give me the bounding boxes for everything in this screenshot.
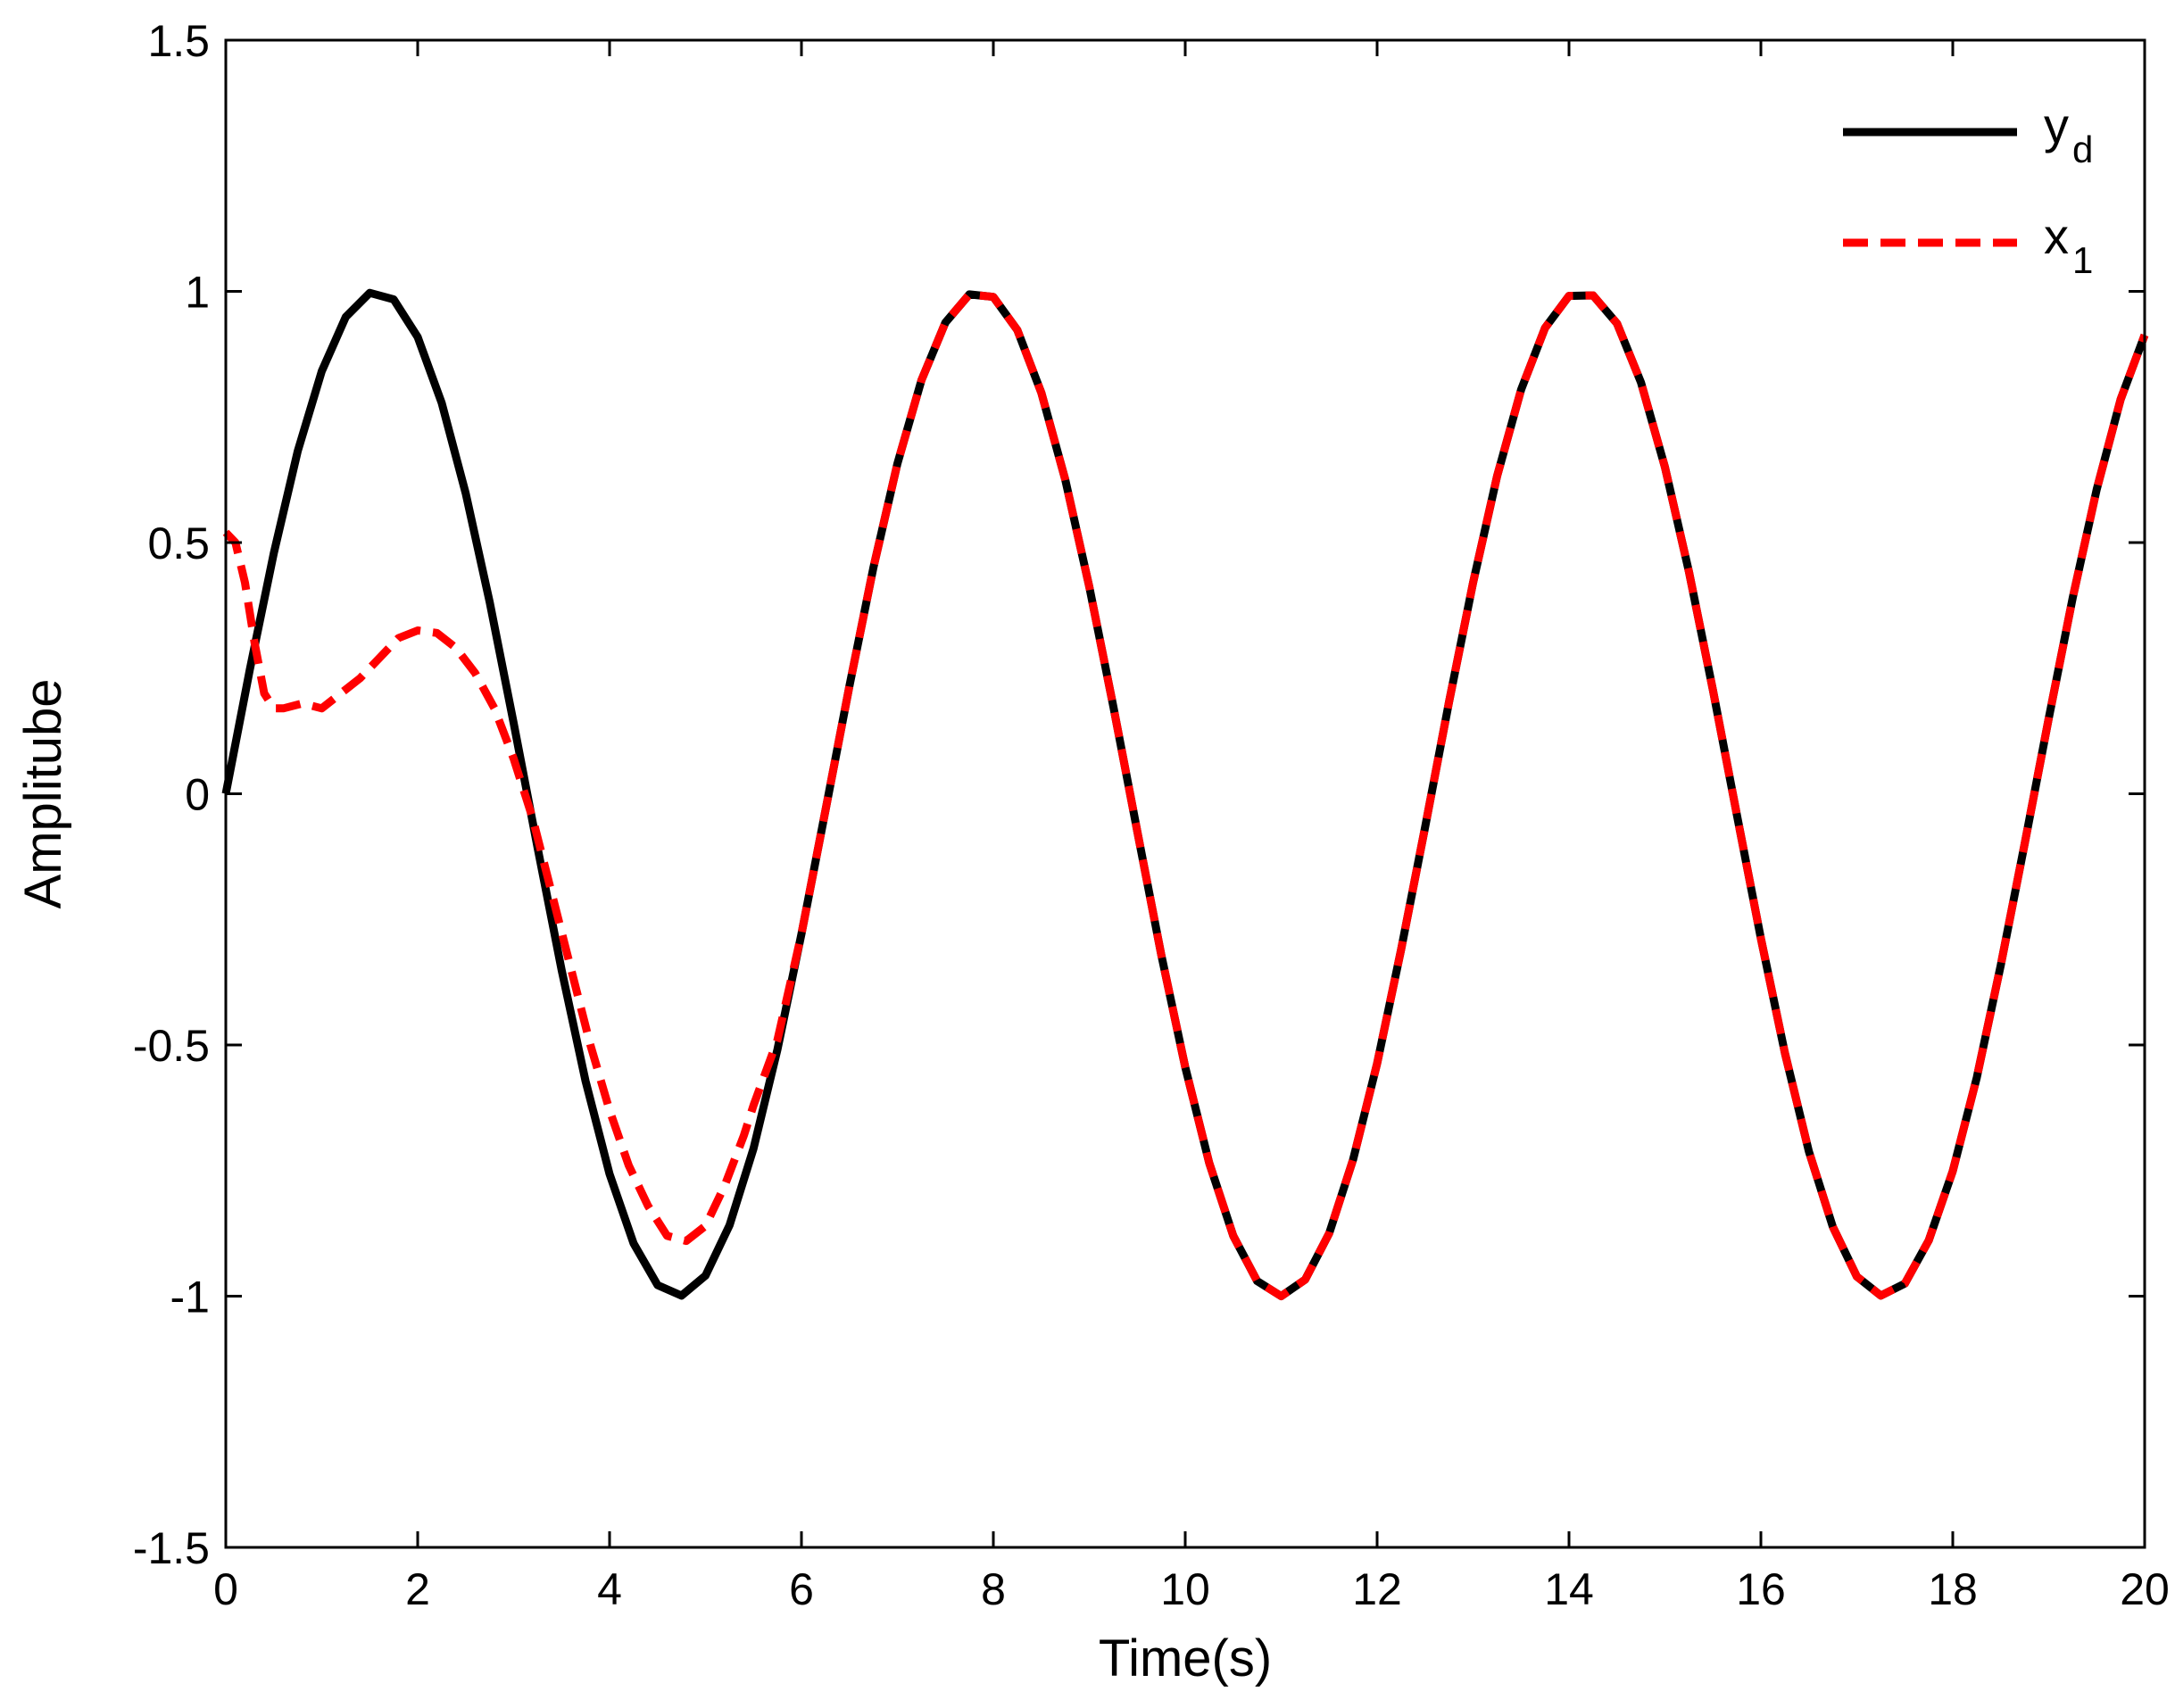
x-tick-label: 12 bbox=[1352, 1564, 1402, 1614]
x-tick-label: 8 bbox=[981, 1564, 1006, 1614]
y-tick-label: -1 bbox=[170, 1273, 210, 1322]
x-tick-label: 2 bbox=[405, 1564, 430, 1614]
plot-area bbox=[221, 288, 2149, 1300]
x-tick-label: 20 bbox=[2120, 1564, 2170, 1614]
y-axis-label: Amplitube bbox=[14, 679, 72, 909]
x-axis-label: Time(s) bbox=[1099, 1629, 1272, 1687]
y-tick-label: -1.5 bbox=[133, 1523, 210, 1573]
legend-label-y-d: yd bbox=[2044, 97, 2093, 170]
legend-label-x-1: x1 bbox=[2044, 208, 2093, 281]
y-tick-label: 0 bbox=[185, 770, 210, 820]
y-tick-label: 1 bbox=[185, 268, 210, 318]
series-line-x-1 bbox=[222, 290, 2149, 1300]
legend: yd x1 bbox=[1843, 97, 2093, 281]
axes: 0 2 4 6 8 10 12 14 16 18 20 -1.5 -1 -0.5 0 0.5 1 1.5 bbox=[133, 16, 2170, 1614]
y-tick-label: -0.5 bbox=[133, 1021, 210, 1071]
x-tick-label: 18 bbox=[1928, 1564, 1978, 1614]
x-tick-label: 16 bbox=[1736, 1564, 1786, 1614]
y-tick-label: 1.5 bbox=[147, 16, 210, 66]
x-tick-label: 0 bbox=[213, 1564, 238, 1614]
x-tick-label: 6 bbox=[789, 1564, 814, 1614]
x-tick-label: 14 bbox=[1544, 1564, 1594, 1614]
axes-frame bbox=[224, 38, 2146, 1549]
x-tick-label: 4 bbox=[597, 1564, 622, 1614]
y-tick-label: 0.5 bbox=[147, 518, 210, 568]
series-line-y-d bbox=[221, 288, 2149, 1300]
x-tick-label: 10 bbox=[1160, 1564, 1210, 1614]
